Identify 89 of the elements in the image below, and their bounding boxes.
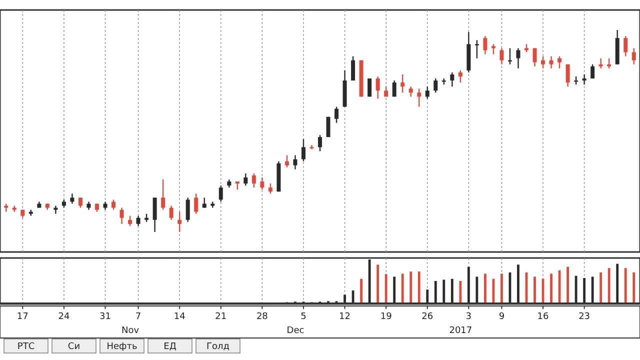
candlestick [566,64,570,88]
candlestick [632,48,636,65]
x-tick-label: 21 [215,312,227,322]
candlestick [590,64,595,80]
candlestick [202,197,206,208]
candlestick [161,178,166,210]
x-tick-label: 9 [498,312,505,322]
bar [360,278,362,302]
candlestick [318,134,322,152]
tab: Голд [196,338,240,354]
bar [500,274,503,302]
candlestick [483,35,488,55]
bar [550,274,552,302]
candlestick [78,197,82,208]
candlestick [516,48,520,69]
x-tick-label: 31 [100,312,111,322]
candlestick [450,72,454,88]
candlestick [334,106,339,124]
candlestick [301,138,306,162]
x-tick-label: 3 [466,312,472,322]
candlestick [541,56,546,69]
candlestick [624,35,628,57]
text: Nov [121,326,140,336]
candlestick [558,56,562,69]
x-tick-label: 14 [174,312,186,322]
x-tick-label: 19 [380,312,392,322]
candlestick [408,86,413,98]
candlestick [458,70,462,84]
bar [418,272,420,302]
candlestick [218,184,223,202]
tab: Си [52,338,96,354]
candlestick [70,193,74,204]
candlestick [532,48,537,67]
candlestick [598,58,603,69]
tab: РТС [4,338,48,354]
x-tick-label: 23 [578,312,590,322]
x-tick-label: 7 [135,312,142,322]
bar [534,276,536,302]
x-tick-label: 24 [58,312,70,322]
candlestick [54,205,58,214]
candlestick [252,172,256,188]
candlestick [152,197,157,233]
candlestick [112,199,116,210]
text: Dec [286,326,304,336]
candlestick [128,215,132,227]
candlestick [417,88,422,108]
bar [632,272,636,302]
bar [608,268,610,302]
candlestick [260,176,264,190]
candlestick [120,207,124,225]
x-tick-label: 12 [339,312,351,322]
candlestick [474,40,479,59]
x-tick-label: 28 [256,312,268,322]
candlestick [268,182,272,194]
tab: Нефть [100,338,144,354]
candlestick [178,211,182,233]
candlestick [169,205,174,220]
x-tick-label: 26 [422,312,434,322]
tab: ЕД [148,338,192,354]
bar [410,272,412,302]
candlestick [582,74,586,86]
bar [459,281,462,302]
bar [384,274,388,302]
candlestick [549,56,554,69]
candlestick [425,86,430,100]
candlestick [351,56,356,82]
candlestick [607,58,612,69]
x-tick-label: 5 [300,312,306,322]
candlestick [400,74,405,94]
x-tick-label: 16 [537,312,550,322]
text: 2017 [449,326,472,336]
x-tick-label: 17 [16,312,28,322]
bar [376,264,380,302]
candlestick [434,78,438,94]
candlestick [244,172,248,186]
candlestick [194,193,198,214]
candlestick [186,197,190,222]
candlestick [491,44,496,55]
bar [624,268,627,302]
bar [484,274,486,302]
bar [401,274,404,302]
candlestick [136,215,140,227]
candlestick [392,80,396,98]
candlestick [500,48,504,65]
bar [566,266,569,302]
candlestick [376,76,380,100]
bar [600,272,602,302]
candlestick [293,154,298,170]
candlestick [284,154,289,168]
